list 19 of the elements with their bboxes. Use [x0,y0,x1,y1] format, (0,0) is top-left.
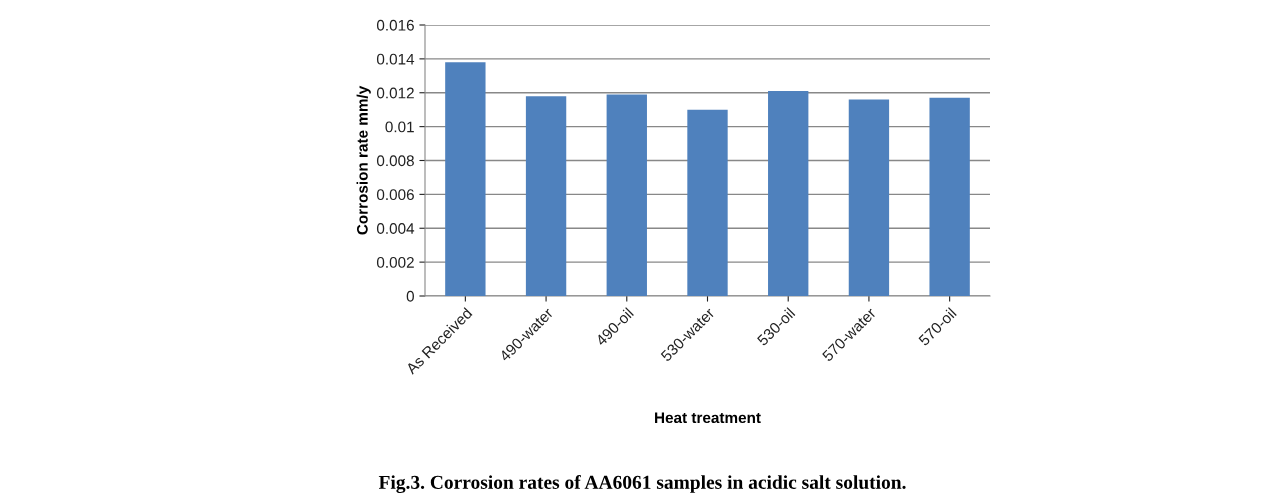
x-axis-title: Heat treatment [655,412,761,424]
y-tick-label: 0.012 [376,87,414,99]
y-tick-label: 0 [406,290,414,302]
bar [525,96,567,296]
y-tick-label: 0.006 [376,189,414,201]
y-tick-label: 0.008 [376,155,414,167]
y-tick-label: 0.002 [376,256,414,268]
bar [445,62,486,296]
y-tick-label: 0.016 [376,19,414,31]
bar [606,94,647,296]
bar [848,99,890,296]
caption: Fig.3. Corrosion rates of AA6061 samples in acidic salt solution. [378,475,906,493]
bar [929,97,970,296]
bar [768,91,809,296]
y-axis-title: Corrosion rate mm/y [356,85,371,235]
bar [687,109,728,296]
y-tick-label: 0.004 [376,223,415,234]
y-tick-label: 0.01 [385,121,414,133]
y-tick-label: 0.014 [376,53,415,65]
